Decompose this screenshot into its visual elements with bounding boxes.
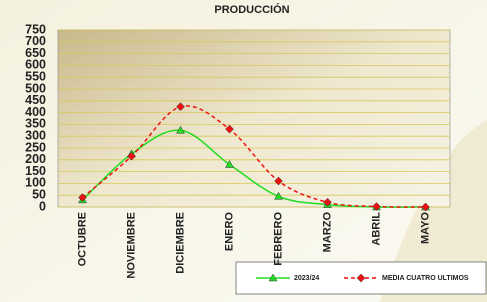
x-tick-label: ENERO (223, 212, 235, 252)
x-tick-label: NOVIEMBRE (125, 212, 137, 279)
legend-label: MEDIA CUATRO ULTIMOS (382, 275, 469, 282)
x-tick-label: ABRIL (370, 212, 382, 246)
chart: PRODUCCIÓN 05010015020025030035040045050… (0, 0, 487, 302)
x-tick-label: OCTUBRE (76, 212, 88, 266)
legend-label: 2023/24 (294, 275, 319, 282)
y-tick-label: 750 (25, 22, 46, 36)
x-tick-label: DICIEMBRE (174, 212, 186, 274)
x-tick-label: MAYO (419, 212, 431, 244)
x-tick-label: FEBRERO (272, 212, 284, 266)
plot-area (58, 30, 450, 207)
x-tick-label: MARZO (321, 212, 333, 253)
chart-title: PRODUCCIÓN (214, 3, 289, 16)
